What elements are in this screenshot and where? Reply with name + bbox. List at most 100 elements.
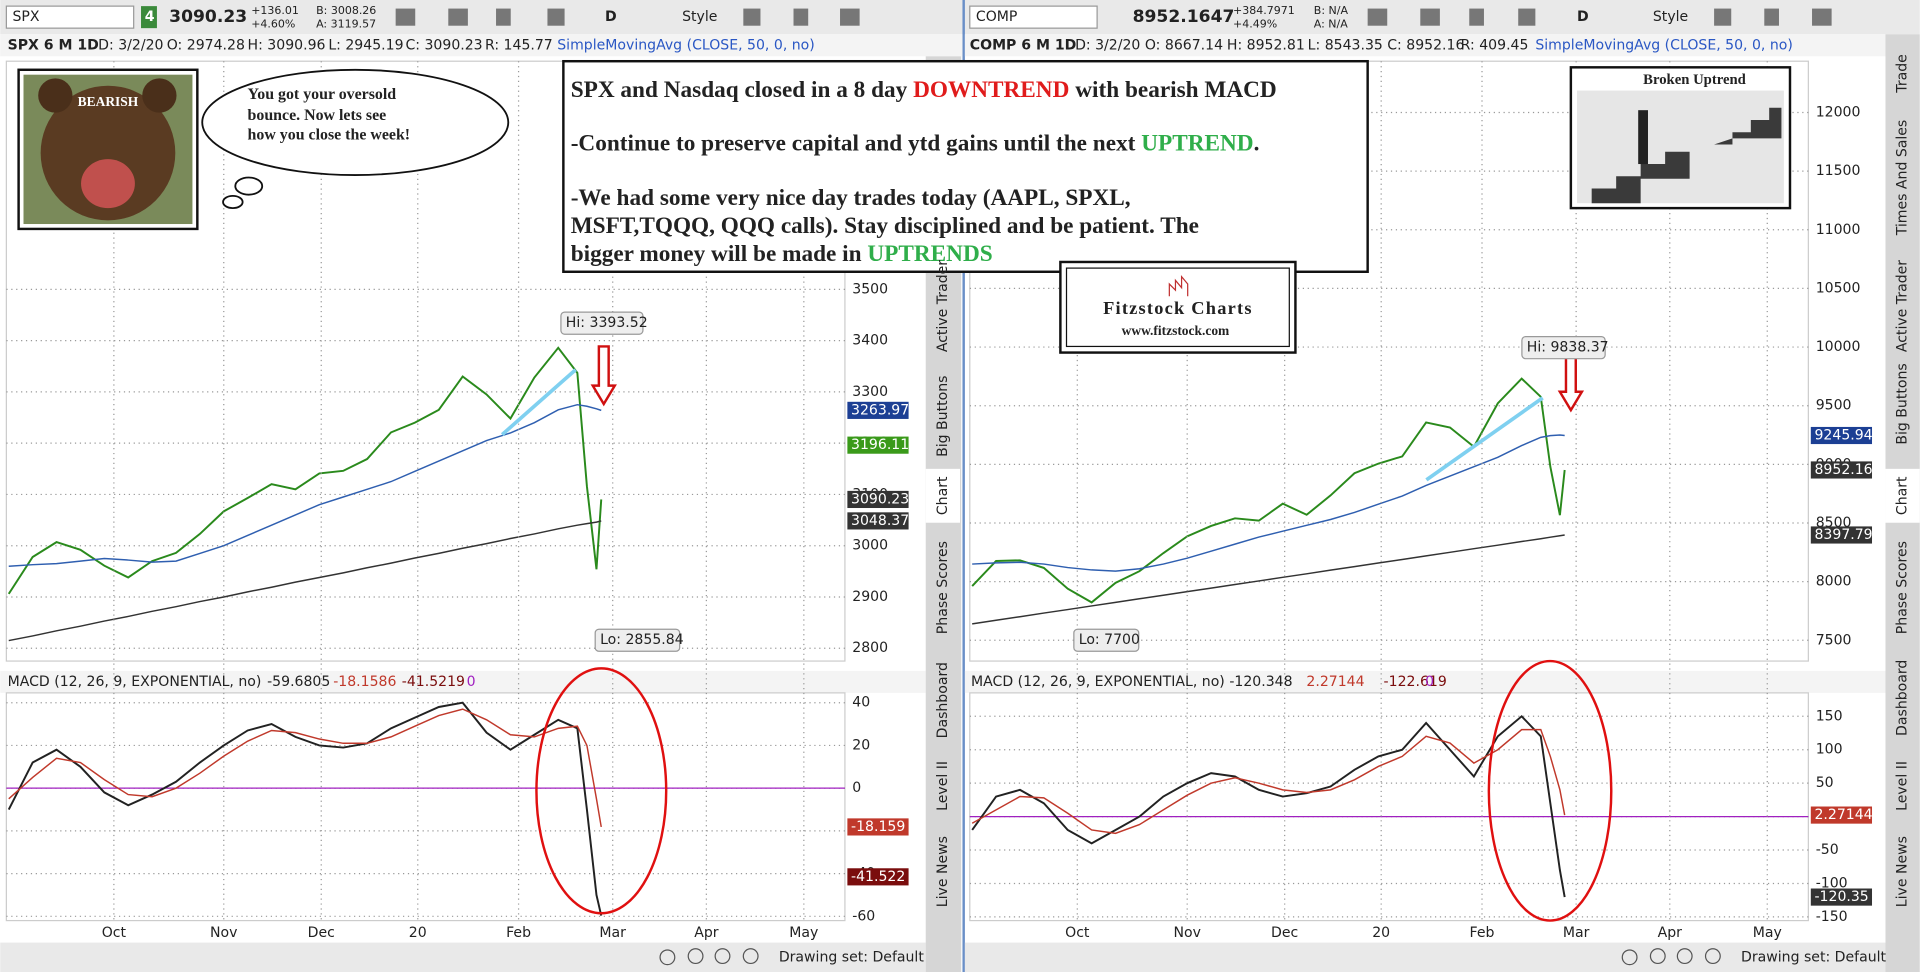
x-tick-label: Apr bbox=[694, 925, 719, 941]
y-tick-label: 12000 bbox=[1816, 104, 1861, 120]
link-box[interactable] bbox=[141, 6, 157, 29]
bear-mouth bbox=[81, 159, 135, 209]
style-menu[interactable]: Style bbox=[682, 9, 717, 25]
price-marker bbox=[847, 436, 909, 454]
header-field: C: 8952.16 bbox=[1387, 37, 1464, 53]
lo-label: Lo: 2855.84 bbox=[600, 632, 684, 648]
macd-field: -41.5219 bbox=[402, 674, 465, 690]
price-marker-label: 3048.37 bbox=[851, 513, 909, 529]
ask: A: 3119.57 bbox=[316, 17, 376, 30]
side-tab[interactable]: Chart bbox=[935, 476, 951, 515]
price-marker-label: 3263.97 bbox=[851, 402, 909, 418]
header-field: R: 145.77 bbox=[485, 37, 553, 53]
status-bar bbox=[0, 942, 926, 972]
macd-field: MACD (12, 26, 9, EXPONENTIAL, no) bbox=[971, 674, 1225, 690]
symbol-box[interactable] bbox=[5, 5, 135, 29]
symbol[interactable]: SPX bbox=[12, 9, 39, 25]
series-line bbox=[972, 434, 1565, 572]
side-tab[interactable]: Times And Sales bbox=[1895, 120, 1911, 237]
x-tick-label: May bbox=[1753, 925, 1782, 941]
bear-label: BEARISH bbox=[78, 94, 139, 109]
last-price: 8952.1647 bbox=[1133, 7, 1235, 27]
macd-field: 0 bbox=[467, 674, 476, 690]
side-tab[interactable]: Dashboard bbox=[935, 662, 951, 738]
trend-line bbox=[1425, 396, 1544, 482]
side-tab[interactable]: Active Trader bbox=[1895, 260, 1911, 352]
note-line: MSFT,TQQQ, QQQ calls). Stay disciplined … bbox=[571, 213, 1199, 239]
side-tab[interactable]: Active Trader bbox=[935, 260, 951, 352]
x-tick-label: Mar bbox=[599, 925, 626, 941]
x-tick-label: Oct bbox=[1065, 925, 1090, 941]
y-tick-label: 3300 bbox=[852, 384, 888, 400]
tab-selected bbox=[925, 468, 960, 523]
side-tab[interactable]: Dashboard bbox=[1895, 660, 1911, 736]
y-tick-label: -150 bbox=[1816, 909, 1848, 925]
period[interactable]: D bbox=[605, 9, 617, 25]
price-marker bbox=[1810, 526, 1873, 544]
drawing-set[interactable]: Drawing set: Default bbox=[779, 949, 925, 965]
series-line bbox=[8, 708, 602, 828]
macd-field: -120.348 bbox=[1229, 674, 1292, 690]
side-tab[interactable]: Big Buttons bbox=[1895, 363, 1911, 444]
zoom-icons[interactable] bbox=[659, 948, 1721, 966]
figure bbox=[1638, 110, 1648, 165]
hi-label: Hi: 9838.37 bbox=[1527, 340, 1609, 356]
side-tab[interactable]: Phase Scores bbox=[1895, 541, 1911, 634]
price-marker-label: 8952.16 bbox=[1814, 462, 1872, 478]
note-emphasis: DOWNTREND bbox=[913, 77, 1069, 103]
note-line: SPX and Nasdaq closed in a 8 day DOWNTRE… bbox=[571, 77, 1277, 103]
lo-label: Lo: 7700 bbox=[1079, 632, 1140, 648]
side-tab[interactable]: Live News bbox=[1895, 836, 1911, 907]
study-label: SimpleMovingAvg (CLOSE, 50, 0, no) bbox=[1535, 37, 1793, 53]
side-tab[interactable]: Big Buttons bbox=[935, 376, 951, 457]
header-field: L: 8543.35 bbox=[1308, 37, 1383, 53]
y-tick-label: 11500 bbox=[1816, 163, 1861, 179]
logo-icon bbox=[1168, 274, 1189, 297]
x-tick-label: Feb bbox=[506, 925, 531, 941]
symbol-box[interactable] bbox=[969, 5, 1098, 29]
side-tab[interactable]: Live News bbox=[935, 836, 951, 907]
style-menu[interactable]: Style bbox=[1653, 9, 1688, 25]
side-tab[interactable]: Chart bbox=[1895, 476, 1911, 515]
change-pct: +4.49% bbox=[1233, 17, 1277, 30]
price-marker bbox=[847, 401, 909, 419]
link[interactable]: 4 bbox=[145, 9, 155, 25]
lo-bubble bbox=[1073, 628, 1140, 652]
symbol[interactable]: COMP bbox=[976, 9, 1018, 25]
divider bbox=[962, 0, 965, 972]
header-bar bbox=[964, 34, 1886, 57]
change: +136.01 bbox=[251, 4, 299, 17]
side-tab[interactable]: Level II bbox=[935, 761, 951, 811]
series-line bbox=[971, 728, 1566, 835]
logo-name: Fitzstock Charts bbox=[1103, 298, 1253, 318]
series-line bbox=[7, 346, 603, 595]
price-marker bbox=[1810, 426, 1873, 445]
drawing-set[interactable]: Drawing set: Default bbox=[1741, 949, 1887, 965]
y-tick-label: 3400 bbox=[852, 333, 888, 349]
macd-field: MACD (12, 26, 9, EXPONENTIAL, no) bbox=[8, 674, 262, 690]
period[interactable]: D bbox=[1577, 9, 1589, 25]
change: +384.7971 bbox=[1233, 4, 1295, 17]
side-tab[interactable]: Trade bbox=[1895, 54, 1911, 94]
status-bar bbox=[964, 942, 1886, 972]
side-tab[interactable]: Phase Scores bbox=[935, 541, 951, 634]
series-line bbox=[8, 403, 602, 567]
macd-field: 0 bbox=[1425, 674, 1434, 690]
note-text: -Continue to preserve capital and ytd ga… bbox=[571, 131, 1142, 157]
toolbar-icons[interactable] bbox=[395, 8, 1832, 26]
cloud-text: bounce. Now lets see bbox=[248, 107, 387, 124]
down-arrow bbox=[1557, 353, 1585, 413]
highlight-ellipse bbox=[535, 667, 668, 915]
note-emphasis: UPTRENDS bbox=[867, 241, 992, 267]
y-tick-label: 2800 bbox=[852, 640, 888, 656]
note-line: bigger money will be made in UPTRENDS bbox=[571, 241, 993, 267]
side-tab[interactable]: Level II bbox=[1895, 761, 1911, 811]
price-marker bbox=[847, 512, 909, 530]
cloud-text: You got your oversold bbox=[248, 86, 397, 103]
lo-bubble bbox=[594, 628, 681, 652]
price-marker bbox=[1810, 461, 1873, 479]
bid: B: N/A bbox=[1314, 4, 1349, 17]
header-field: O: 8667.14 bbox=[1145, 37, 1223, 53]
note-text: bigger money will be made in bbox=[571, 241, 868, 267]
